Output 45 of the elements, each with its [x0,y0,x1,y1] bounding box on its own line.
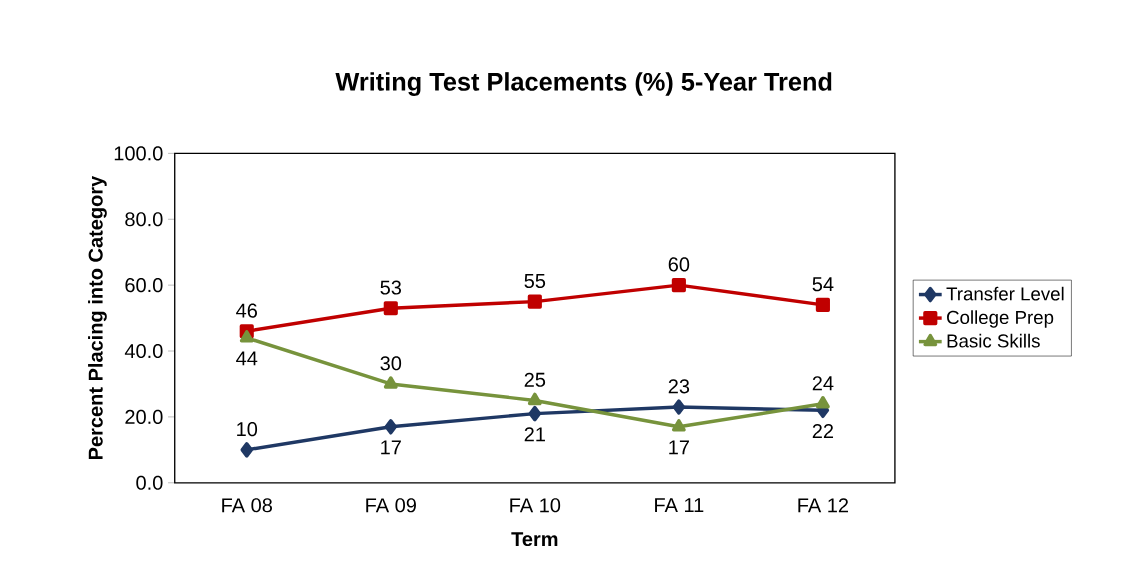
data-label: 25 [524,372,546,387]
data-label: 17 [669,440,689,454]
data-label: 46 [236,303,257,318]
data-label: 10 [237,421,258,436]
legend-label: Transfer Level [946,286,1064,301]
y-tick-label: 0.0 [136,475,163,490]
y-tick-label: 20.0 [125,409,163,424]
y-tick-label: 40.0 [124,343,163,358]
data-label: 44 [236,351,258,365]
legend-label: Basic Skills [947,333,1040,348]
point [384,418,398,435]
data-label: 30 [380,355,402,371]
point [383,375,398,389]
x-tick-label: FA 10 [510,497,561,513]
x-axis-title: Term [511,531,558,546]
point [815,297,830,312]
data-label: 21 [524,426,545,441]
data-label: 60 [668,257,690,272]
data-label: 22 [812,423,834,438]
x-tick-label: FA 11 [655,497,704,512]
data-label: 53 [380,280,402,295]
x-tick-label: FA 12 [798,497,849,512]
point [527,294,542,309]
legend-label: College Prep [947,310,1054,328]
point [527,392,542,405]
point [671,418,686,432]
y-axis-title: Percent Placing into Category [88,175,107,459]
point [240,441,253,458]
y-tick-label: 60.0 [125,277,163,292]
point [528,405,542,422]
data-label: 17 [381,440,401,454]
data-label: 23 [668,379,690,394]
data-label: 55 [524,273,546,288]
x-tick-label: FA 09 [366,497,416,513]
chart-title: Writing Test Placements (%) 5-Year Trend [335,71,832,96]
y-tick-label: 80.0 [125,211,163,227]
y-tick-label: 100.0 [114,146,163,161]
data-label: 54 [812,277,834,292]
point [672,399,686,415]
point [671,277,686,292]
point [815,395,830,409]
x-tick-label: FA 08 [222,497,272,513]
point [239,329,254,343]
data-label: 24 [812,375,834,390]
point [383,300,398,316]
